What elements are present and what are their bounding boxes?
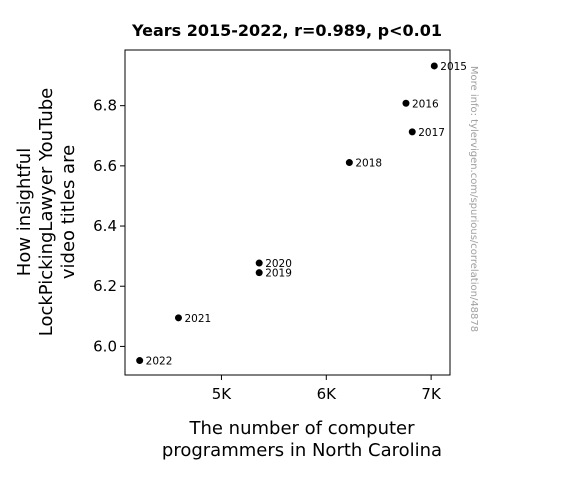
y-axis-label-line: video titles are [58,145,79,279]
point-label-2018: 2018 [355,158,382,170]
data-point-2022 [136,357,144,365]
data-point-2020 [255,259,263,267]
y-axis-label: How insightfulLockPickingLawyer YouTubev… [14,88,79,336]
x-tick-label: 5K [212,385,233,403]
y-tick-label: 6.6 [93,157,117,175]
x-tick-label: 7K [421,385,442,403]
point-label-2019: 2019 [265,268,292,280]
data-point-2016 [402,99,410,107]
point-label-2016: 2016 [412,98,439,110]
x-axis: 5K 6K 7K [212,375,442,403]
point-label-2015: 2015 [440,61,467,73]
x-axis-label: The number of computer programmers in Nor… [162,418,442,461]
x-axis-label-line: The number of computer [188,418,415,439]
y-axis-label-line: LockPickingLawyer YouTube [36,88,57,336]
data-point-2017 [408,128,416,136]
y-axis-label-line: How insightful [14,148,35,276]
data-point-2015 [430,62,438,70]
x-tick-label: 6K [317,385,338,403]
y-tick-label: 6.0 [93,337,117,355]
point-label-2021: 2021 [184,313,211,325]
point-label-2017: 2017 [418,127,445,139]
point-label-2020: 2020 [265,258,292,270]
data-point-2021 [174,314,182,322]
data-point-2019 [255,269,263,277]
y-tick-label: 6.2 [93,277,117,295]
x-axis-label-line: programmers in North Carolina [162,440,442,461]
source-watermark: More info: tylervigen.com/spurious/corre… [468,66,479,332]
y-axis: 6.0 6.2 6.4 6.6 6.8 [93,97,125,355]
plot-area [124,49,451,376]
point-label-2022: 2022 [146,356,173,368]
y-tick-label: 6.4 [93,217,117,235]
y-tick-label: 6.8 [93,97,117,115]
chart-title: Years 2015-2022, r=0.989, p<0.01 [131,21,442,40]
data-point-2018 [345,159,353,167]
